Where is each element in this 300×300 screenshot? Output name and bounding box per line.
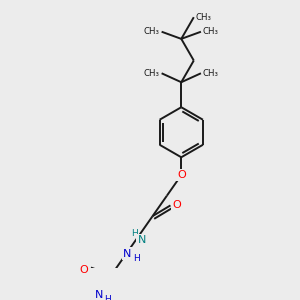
Text: O: O (172, 200, 181, 210)
Text: O: O (177, 170, 186, 180)
Text: O: O (79, 266, 88, 275)
Text: CH₃: CH₃ (144, 27, 160, 36)
Text: N: N (138, 235, 146, 245)
Text: H: H (104, 296, 111, 300)
Text: CH₃: CH₃ (203, 69, 219, 78)
Text: H: H (131, 229, 138, 238)
Text: CH₃: CH₃ (144, 69, 160, 78)
Text: N: N (94, 290, 103, 299)
Text: H: H (133, 254, 140, 263)
Text: CH₃: CH₃ (203, 27, 219, 36)
Text: N: N (123, 248, 132, 259)
Text: CH₃: CH₃ (196, 13, 211, 22)
